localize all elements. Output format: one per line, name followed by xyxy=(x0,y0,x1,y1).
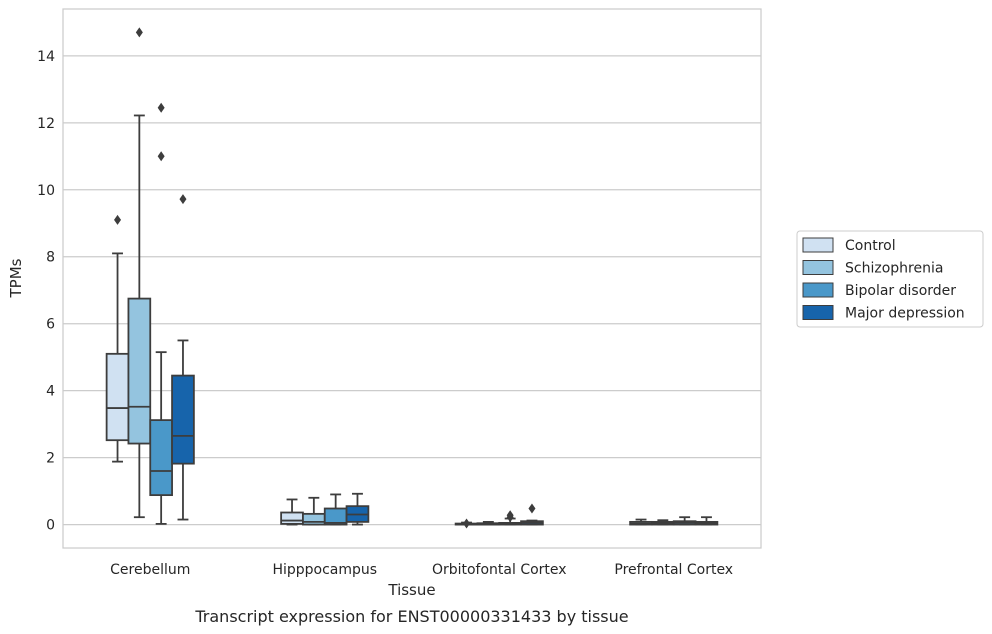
box-iqr xyxy=(302,512,326,526)
box-1-1 xyxy=(302,496,326,526)
plot-frame xyxy=(62,8,762,549)
legend-label: Bipolar disorder xyxy=(845,283,956,299)
x-tick-label: Hipppocampus xyxy=(272,562,377,578)
y-tick-label: 4 xyxy=(46,384,55,400)
outlier-point xyxy=(114,214,122,225)
y-tick-label: 14 xyxy=(37,49,55,65)
y-tick-label: 8 xyxy=(46,250,55,266)
box-iqr xyxy=(171,374,195,465)
box-3-0 xyxy=(171,194,195,521)
box-2-2 xyxy=(498,510,522,526)
legend: Control Schizophrenia Bipolar disorder Majo… xyxy=(796,230,984,328)
outlier-point xyxy=(179,194,187,205)
box-iqr xyxy=(105,352,130,442)
y-tick-label: 10 xyxy=(37,183,55,199)
y-tick-label: 2 xyxy=(46,451,55,467)
box-iqr xyxy=(149,419,173,497)
box-3-3 xyxy=(694,516,719,526)
x-tick-label: Cerebellum xyxy=(110,562,190,578)
legend-label: Schizophrenia xyxy=(845,261,943,277)
legend-label: Control xyxy=(845,238,896,254)
legend-swatch xyxy=(802,260,834,275)
y-tick-labels: 0 2 4 6 8 10 12 14 xyxy=(37,49,55,534)
outlier-point xyxy=(463,518,471,529)
legend-label: Major depression xyxy=(845,306,965,322)
legend-swatch xyxy=(802,305,834,320)
y-tick-label: 6 xyxy=(46,317,55,333)
box-iqr xyxy=(280,511,304,525)
box-1-0 xyxy=(127,27,152,519)
box-0-1 xyxy=(280,498,304,526)
outlier-point xyxy=(528,503,536,514)
box-iqr xyxy=(127,297,152,445)
chart-title: Transcript expression for ENST0000033143… xyxy=(194,607,628,626)
box-0-0 xyxy=(105,214,130,463)
box-0-3 xyxy=(629,518,653,526)
outlier-point xyxy=(157,151,165,162)
legend-swatch xyxy=(802,237,834,253)
legend-swatch xyxy=(802,282,834,298)
boxes xyxy=(105,27,719,529)
box-1-2 xyxy=(476,520,501,526)
box-3-1 xyxy=(345,492,370,526)
legend-frame xyxy=(796,230,984,328)
box-2-3 xyxy=(672,516,697,526)
x-axis-title: Tissue xyxy=(387,581,435,599)
outlier-point xyxy=(157,102,165,113)
x-tick-labels: Cerebellum Hipppocampus Orbitofontal Corte… xyxy=(110,562,733,578)
box-0-2 xyxy=(454,518,479,529)
y-tick-label: 0 xyxy=(46,518,55,534)
outlier-point xyxy=(506,510,514,521)
x-tick-label: Prefrontal Cortex xyxy=(614,562,733,578)
box-3-2 xyxy=(520,503,544,526)
y-axis-title: TPMs xyxy=(7,258,25,298)
x-tick-label: Orbitofontal Cortex xyxy=(432,562,567,578)
outlier-point xyxy=(135,27,143,38)
y-tick-label: 12 xyxy=(37,116,55,132)
